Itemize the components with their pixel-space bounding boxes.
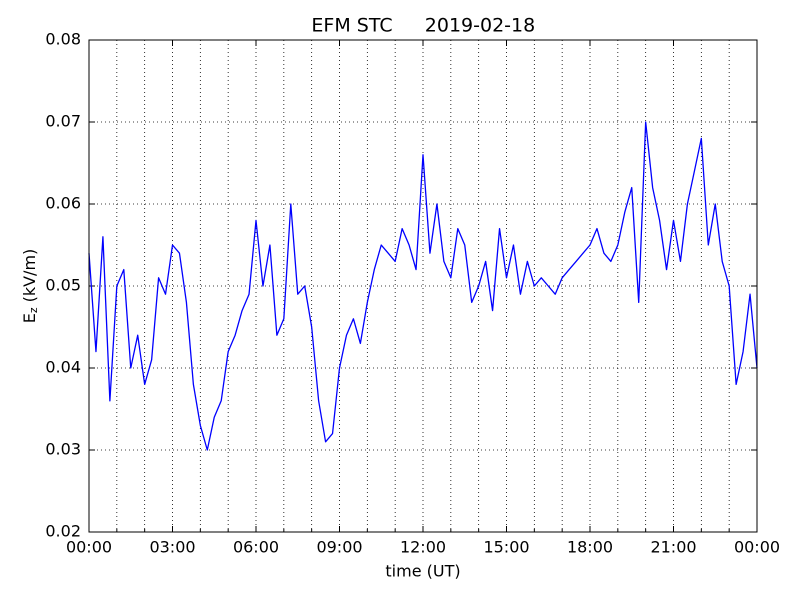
data-line [88, 121, 758, 451]
y-tick-label: 0.08 [45, 30, 81, 49]
chart-title: EFM STC [311, 15, 392, 37]
x-axis-label: time (UT) [385, 562, 460, 581]
x-tick-label: 00:00 [66, 538, 112, 557]
x-tick-label: 00:00 [734, 538, 780, 557]
y-tick-label: 0.03 [45, 440, 81, 459]
y-tick-label: 0.04 [45, 358, 81, 377]
x-tick-label: 18:00 [567, 538, 613, 557]
chart-subtitle: 2019-02-18 [425, 15, 535, 37]
x-tick-label: 09:00 [316, 538, 362, 557]
x-tick-label: 21:00 [650, 538, 696, 557]
y-tick-label: 0.07 [45, 112, 81, 131]
y-tick-label: 0.02 [45, 522, 81, 541]
x-tick-label: 03:00 [149, 538, 195, 557]
y-label-main: E [20, 313, 39, 323]
y-tick-label: 0.05 [45, 276, 81, 295]
x-tick-label: 15:00 [483, 538, 529, 557]
x-tick-label: 12:00 [400, 538, 446, 557]
y-tick-label: 0.06 [45, 194, 81, 213]
x-tick-label: 06:00 [233, 538, 279, 557]
plot-frame [88, 39, 758, 533]
y-label-sub: z [27, 307, 40, 313]
y-axis-label: Ez (kV/m) [20, 249, 41, 324]
y-label-unit: (kV/m) [20, 249, 39, 303]
